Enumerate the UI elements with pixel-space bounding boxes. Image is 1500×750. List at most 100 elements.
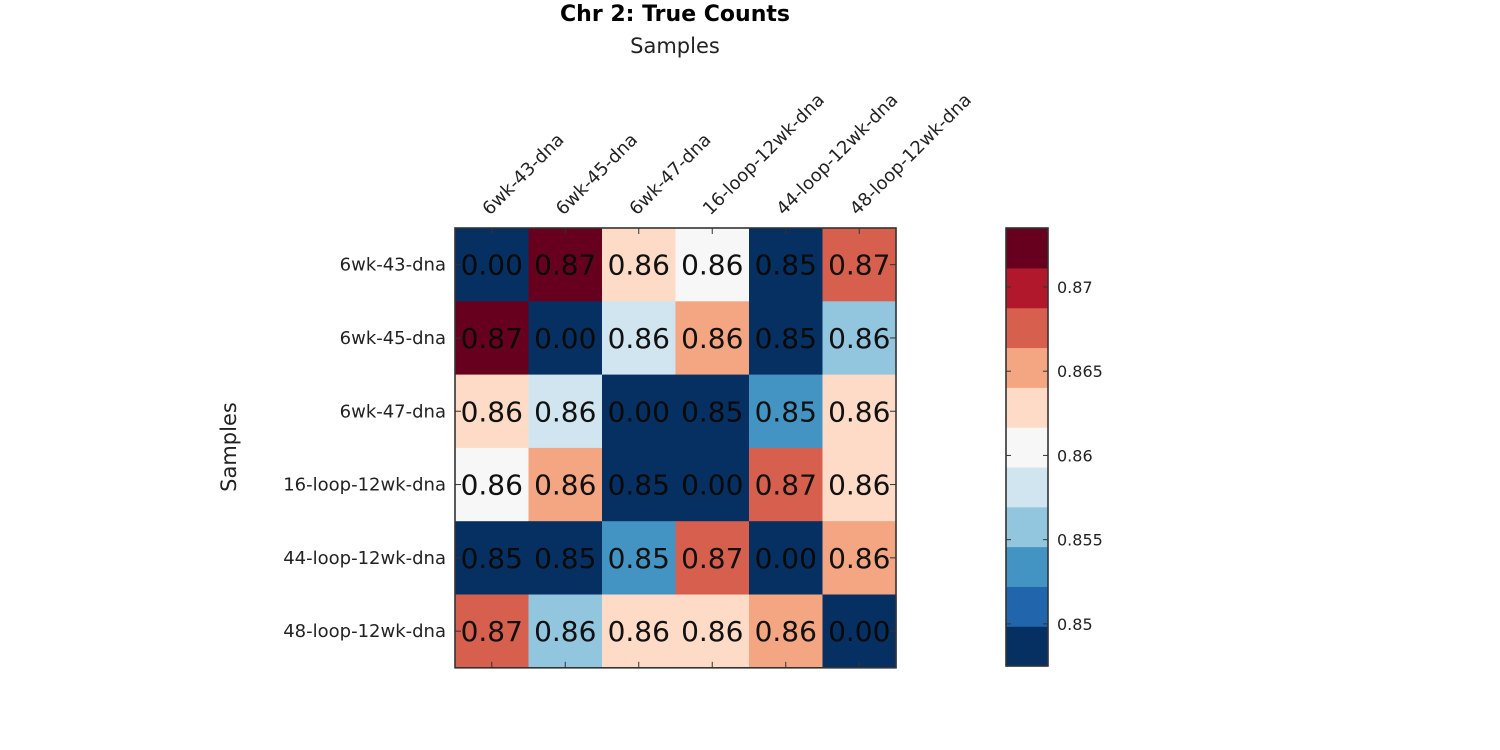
- heatmap-cell: [602, 374, 677, 449]
- cell-value-label: 0.86: [755, 615, 817, 648]
- heatmap-cell: [602, 228, 677, 302]
- heatmap-cell: [528, 228, 603, 302]
- colorbar-segment: [1006, 228, 1048, 269]
- heatmap-cell: [749, 594, 824, 669]
- colorbar-segment: [1006, 546, 1048, 587]
- x-tick-labels: 6wk-43-dna6wk-45-dna6wk-47-dna16-loop-12…: [478, 90, 975, 220]
- colorbar-tick-label: 0.865: [1057, 362, 1103, 381]
- heatmap-cell: [528, 447, 603, 522]
- cell-value-label: 0.00: [828, 615, 890, 648]
- x-tick-label: 16-loop-12wk-dna: [699, 90, 829, 220]
- cell-value-label: 0.00: [755, 542, 817, 575]
- colorbar-segment: [1006, 307, 1048, 349]
- cell-value-label: 0.86: [608, 249, 670, 282]
- heatmap-cell: [528, 374, 603, 449]
- heatmap-frame: [454, 227, 897, 669]
- heatmap-cell: [675, 301, 750, 376]
- heatmap-cells: 0.00 0.87 0.86 0.86 0.85 0.87 0.87 0.00 0.86 0.86…: [454, 227, 897, 669]
- heatmap-cell: [455, 594, 530, 669]
- heatmap-cell: [822, 447, 897, 522]
- cell-value-label: 0.86: [681, 249, 743, 282]
- colorbar-frame: [1005, 227, 1049, 667]
- heatmap-cell: [602, 447, 677, 522]
- cell-value-label: 0.86: [534, 395, 596, 428]
- colorbar-tick-label: 0.855: [1057, 531, 1103, 550]
- heatmap-cell: [675, 447, 750, 522]
- y-axis-label: Samples: [217, 402, 241, 492]
- cell-value-label: 0.85: [534, 542, 596, 575]
- heatmap-cell: [602, 521, 677, 596]
- heatmap-cell: [749, 521, 824, 596]
- cell-value-label: 0.86: [608, 615, 670, 648]
- colorbar-segment: [1006, 626, 1048, 667]
- y-tick-label: 6wk-47-dna: [340, 401, 446, 422]
- cell-value-label: 0.86: [681, 615, 743, 648]
- cell-value-label: 0.00: [461, 249, 523, 282]
- heatmap-cell: [455, 374, 530, 449]
- heatmap-cell: [675, 374, 750, 449]
- cell-value-label: 0.86: [828, 322, 890, 355]
- cell-value-label: 0.86: [681, 322, 743, 355]
- colorbar-segment: [1006, 466, 1048, 508]
- x-axis-label: Samples: [630, 34, 720, 58]
- heatmap-cell: [822, 228, 897, 302]
- cell-value-label: 0.00: [608, 395, 670, 428]
- heatmap-cell: [749, 228, 824, 302]
- heatmap-cell: [528, 594, 603, 669]
- cell-value-label: 0.00: [534, 322, 596, 355]
- y-tick-label: 6wk-43-dna: [340, 255, 446, 276]
- cell-value-label: 0.87: [461, 322, 523, 355]
- colorbar-segment: [1006, 347, 1048, 388]
- cell-value-label: 0.86: [534, 469, 596, 502]
- cell-value-label: 0.85: [755, 322, 817, 355]
- heatmap-cell: [675, 228, 750, 302]
- heatmap-cell: [455, 521, 530, 596]
- y-tick-label: 44-loop-12wk-dna: [283, 548, 446, 569]
- heatmap-cell: [675, 594, 750, 669]
- cell-value-label: 0.00: [681, 469, 743, 502]
- heatmap-cell: [822, 374, 897, 449]
- heatmap-cell: [822, 301, 897, 376]
- cell-value-label: 0.86: [828, 469, 890, 502]
- cell-value-label: 0.85: [608, 469, 670, 502]
- cell-value-label: 0.87: [828, 249, 890, 282]
- cell-value-label: 0.86: [828, 542, 890, 575]
- cell-value-label: 0.87: [461, 615, 523, 648]
- x-tick-label: 48-loop-12wk-dna: [846, 90, 976, 220]
- colorbar-segment: [1006, 506, 1048, 548]
- cell-value-label: 0.87: [681, 542, 743, 575]
- cell-value-label: 0.85: [755, 249, 817, 282]
- y-tick-labels: 6wk-43-dna 6wk-45-dna 6wk-47-dna 16-loop-12…: [283, 255, 446, 643]
- colorbar-segment: [1006, 586, 1048, 627]
- cell-value-label: 0.85: [608, 542, 670, 575]
- cell-value-label: 0.86: [534, 615, 596, 648]
- colorbar-segment: [1006, 387, 1048, 428]
- colorbar-segment: [1006, 267, 1048, 309]
- heatmap-cell: [749, 374, 824, 449]
- cell-value-label: 0.85: [755, 395, 817, 428]
- heatmap-cell: [528, 521, 603, 596]
- chart-title: Chr 2: True Counts: [560, 2, 790, 27]
- heatmap-cell: [602, 594, 677, 669]
- heatmap-cell: [455, 301, 530, 376]
- cell-value-label: 0.85: [461, 542, 523, 575]
- heatmap-cell: [602, 301, 677, 376]
- heatmap-cell: [528, 301, 603, 376]
- heatmap-cell: [749, 447, 824, 522]
- heatmap-cell: [455, 447, 530, 522]
- heatmap-cell: [822, 594, 897, 669]
- cell-value-label: 0.86: [608, 322, 670, 355]
- y-tick-label: 48-loop-12wk-dna: [283, 621, 446, 642]
- colorbar-tick-label: 0.86: [1057, 446, 1093, 465]
- heatmap-cell: [822, 521, 897, 596]
- cell-value-label: 0.86: [461, 469, 523, 502]
- cell-value-label: 0.86: [461, 395, 523, 428]
- heatmap-cell: [675, 521, 750, 596]
- heatmap-cell: [749, 301, 824, 376]
- colorbar: 0.85 0.855 0.86 0.865 0.87: [1005, 227, 1103, 667]
- y-tick-label: 6wk-45-dna: [340, 328, 446, 349]
- cell-value-label: 0.87: [755, 469, 817, 502]
- y-tick-label: 16-loop-12wk-dna: [283, 475, 446, 496]
- cell-value-label: 0.86: [828, 395, 890, 428]
